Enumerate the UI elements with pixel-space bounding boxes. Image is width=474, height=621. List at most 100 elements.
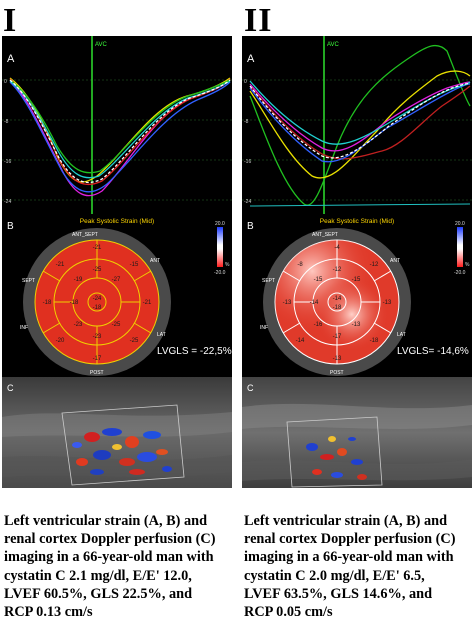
segment-value: -4 <box>334 245 340 251</box>
caption-ii: Left ventricular strain (A, B) and renal… <box>244 512 474 621</box>
strain-curve-baseline <box>249 203 471 207</box>
tick-16: -16 <box>4 159 11 165</box>
doppler-panel-ii: C <box>242 377 472 488</box>
panel-b-label: B <box>7 221 14 232</box>
segment-value: -14 <box>296 338 305 344</box>
caption-line: LVEF 63.5%, GLS 14.6%, and <box>244 585 433 602</box>
strain-curve-blue <box>9 81 231 193</box>
segment-value: -14 <box>333 296 342 302</box>
strain-curve-blue <box>249 83 471 163</box>
column-heading-i: I <box>3 2 18 39</box>
segment-value: -25 <box>112 322 121 328</box>
wall-label-ant: ANT <box>390 258 400 264</box>
lvgls-value: LVGLS = -22,5% <box>157 346 232 357</box>
wall-label-inf: INF <box>20 325 28 331</box>
tick-0: 0 <box>4 79 7 85</box>
segment-value: -14 <box>310 300 319 306</box>
wall-label-sept: SEPT <box>22 278 35 284</box>
segment-value: -15 <box>314 277 323 283</box>
segment-value: -23 <box>93 334 102 340</box>
caption-line: cystatin C 2.0 mg/dl, E/E' 6.5, <box>244 567 425 584</box>
bullseye-panel-i: B Peak Systolic Strain (Mid) 20.0 -20.0 … <box>2 214 232 377</box>
wall-label-ant-sept: ANT_SEPT <box>72 232 98 238</box>
segment-value: -15 <box>130 262 139 268</box>
panel-c-label: C <box>247 383 254 393</box>
wall-label-post: POST <box>330 370 344 376</box>
strain-curve-magenta <box>249 81 471 152</box>
segment-value: -24 <box>93 296 102 302</box>
segment-value: -23 <box>74 322 83 328</box>
doppler-roi-box <box>286 416 383 488</box>
strain-curve-cyan <box>9 80 231 179</box>
segment-value: -18 <box>370 338 379 344</box>
wall-label-ant: ANT <box>150 258 160 264</box>
segment-value: -21 <box>56 262 65 268</box>
scale-unit: % <box>225 262 230 268</box>
caption-line: renal cortex Doppler perfusion (C) <box>244 531 456 548</box>
column-heading-ii: II <box>244 2 273 39</box>
bullseye-title: Peak Systolic Strain (Mid) <box>80 218 154 225</box>
tick-24: -24 <box>4 199 11 205</box>
wall-label-ant-sept: ANT_SEPT <box>312 232 338 238</box>
bullseye-title: Peak Systolic Strain (Mid) <box>320 218 394 225</box>
segment-value: -8 <box>297 262 303 268</box>
caption-line: renal cortex Doppler perfusion (C) <box>4 531 216 548</box>
segment-value: -13 <box>352 322 361 328</box>
caption-i: Left ventricular strain (A, B) and renal… <box>4 512 234 621</box>
strain-curves-panel-i: AVC A 0 -8 -16 -24 <box>2 36 232 214</box>
doppler-flow <box>72 428 172 475</box>
segment-value: -15 <box>352 277 361 283</box>
segment-value: -12 <box>333 267 342 273</box>
segment-value: -20 <box>56 338 65 344</box>
caption-line: cystatin C 2.1 mg/dl, E/E' 12.0, <box>4 567 192 584</box>
avc-marker: AVC <box>95 42 108 48</box>
tick-8: -8 <box>244 119 249 125</box>
wall-label-lat: LAT <box>157 332 166 338</box>
color-scale-bar <box>217 227 223 267</box>
segment-value: -19 <box>74 277 83 283</box>
color-scale-bar <box>457 227 463 267</box>
segment-value: -21 <box>93 245 102 251</box>
tick-8: -8 <box>4 119 9 125</box>
bullseye-panel-ii: B Peak Systolic Strain (Mid) 20.0 -20.0 … <box>242 214 472 377</box>
segment-value: -18 <box>70 300 79 306</box>
wall-label-sept: SEPT <box>262 278 275 284</box>
segment-value: -12 <box>370 262 379 268</box>
segment-value: -27 <box>112 277 121 283</box>
caption-line: RCP 0.13 cm/s <box>4 604 93 621</box>
tick-24: -24 <box>244 199 251 205</box>
tick-16: -16 <box>244 159 251 165</box>
strain-curves-panel-ii: AVC A 0 -8 -16 -24 <box>242 36 472 214</box>
scale-top: 20.0 <box>215 221 225 227</box>
caption-line: RCP 0.05 cm/s <box>244 604 333 621</box>
doppler-roi-box <box>61 404 185 486</box>
segment-value: -18 <box>333 305 342 311</box>
doppler-flow <box>306 436 367 480</box>
panel-a-label: A <box>7 53 15 65</box>
strain-curve-yellow <box>249 70 471 179</box>
segment-value: -16 <box>314 322 323 328</box>
segment-value: -13 <box>283 300 292 306</box>
wall-label-inf: INF <box>260 325 268 331</box>
segment-value: -13 <box>383 300 392 306</box>
wall-label-post: POST <box>90 370 104 376</box>
segment-value: -25 <box>130 338 139 344</box>
caption-line: Left ventricular strain (A, B) and <box>244 513 448 529</box>
scale-bottom: -20.0 <box>214 270 226 276</box>
caption-line: imaging in a 66-year-old man with <box>4 549 214 566</box>
strain-curve-green <box>249 44 471 206</box>
caption-line: Left ventricular strain (A, B) and <box>4 513 208 529</box>
segment-value: -17 <box>93 356 102 362</box>
segment-value: -13 <box>333 356 342 362</box>
strain-curve-magenta <box>9 79 231 197</box>
strain-curve-red <box>249 85 471 160</box>
segment-value: -18 <box>43 300 52 306</box>
strain-curve-cyan <box>249 80 471 145</box>
scale-bottom: -20.0 <box>454 270 466 276</box>
wall-label-lat: LAT <box>397 332 406 338</box>
panel-a-label: A <box>247 53 255 65</box>
scale-top: 20.0 <box>455 221 465 227</box>
scale-unit: % <box>465 262 470 268</box>
segment-value: -21 <box>143 300 152 306</box>
segment-value: -25 <box>93 267 102 273</box>
